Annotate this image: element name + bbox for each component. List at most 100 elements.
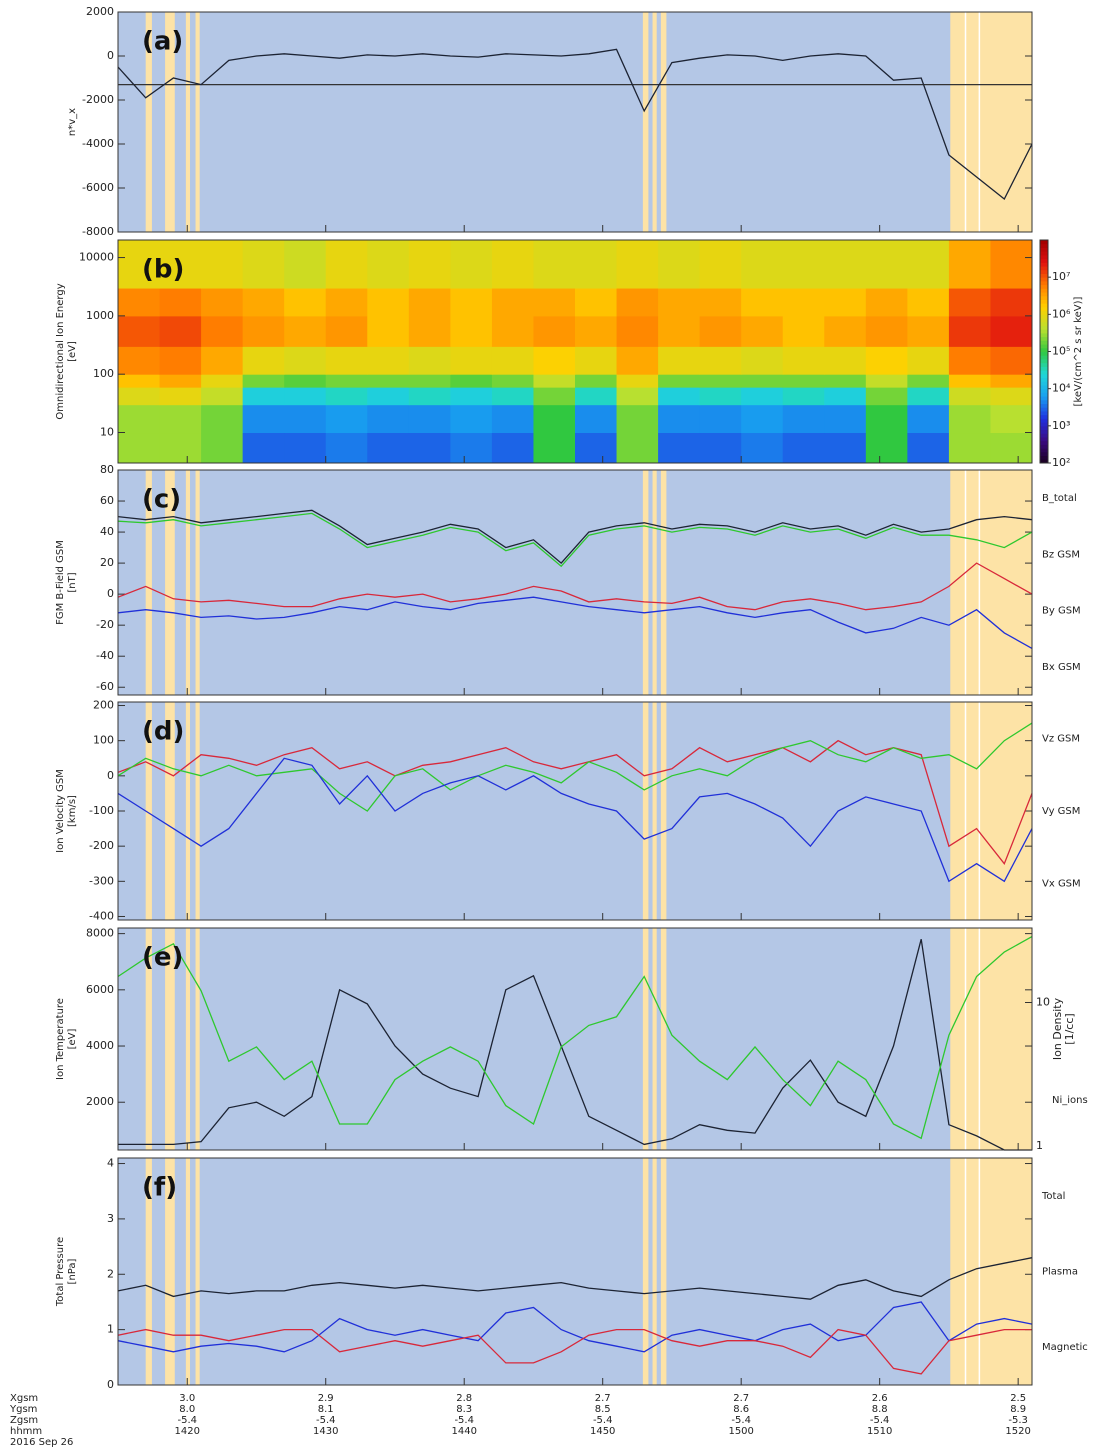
series-line xyxy=(117,562,1033,611)
colorbar-segment xyxy=(1040,310,1048,315)
heatmap-cell xyxy=(575,432,618,464)
colorbar-tick-label: 10³ xyxy=(1052,419,1070,432)
legend-entry: Bx GSM xyxy=(1042,662,1081,673)
heatmap-cell xyxy=(948,315,991,347)
heatmap-cell xyxy=(201,387,244,406)
series-line xyxy=(117,739,1033,865)
panel-background xyxy=(118,702,1032,920)
heatmap-cell xyxy=(616,240,659,289)
heatmap-cell xyxy=(284,346,327,375)
y-tick-label: 60 xyxy=(100,494,114,507)
ephemeris-value: 3.0 xyxy=(179,1393,195,1404)
colorbar-segment xyxy=(1040,451,1048,457)
heatmap-cell xyxy=(242,404,285,434)
heatmap-cell xyxy=(284,404,327,434)
highlight-interval xyxy=(950,1158,1032,1385)
heatmap-cell xyxy=(533,288,576,317)
colorbar-segment xyxy=(1040,407,1048,412)
heatmap-cell xyxy=(159,346,202,375)
heatmap-cell xyxy=(907,315,950,347)
ephemeris-value: 8.1 xyxy=(318,1404,334,1415)
heatmap-cell xyxy=(533,432,576,464)
colorbar-segment xyxy=(1040,422,1048,427)
heatmap-cell xyxy=(284,387,327,406)
heatmap-cell xyxy=(948,288,991,317)
date-label: 2016 Sep 26 xyxy=(10,1437,73,1448)
colorbar-segment xyxy=(1040,392,1048,397)
heatmap-cell xyxy=(325,288,368,317)
heatmap-cell xyxy=(699,315,742,347)
heatmap-cell xyxy=(118,288,161,317)
colorbar-segment xyxy=(1040,362,1048,367)
heatmap-cell xyxy=(242,374,285,388)
y-tick-label: -40 xyxy=(96,649,114,662)
ephemeris-value: 2.7 xyxy=(595,1393,611,1404)
panel-label: (b) xyxy=(142,255,184,285)
heatmap-cell xyxy=(990,346,1033,375)
heatmap-cell xyxy=(533,387,576,406)
y-tick-label: 2 xyxy=(107,1267,114,1280)
heatmap-cell xyxy=(242,387,285,406)
series-line xyxy=(117,1301,1033,1353)
heatmap-cell xyxy=(242,240,285,289)
heatmap-cell xyxy=(782,432,825,464)
series-line xyxy=(117,1257,1033,1300)
colorbar-segment xyxy=(1040,436,1048,442)
heatmap-cell xyxy=(450,288,493,317)
heatmap-cell xyxy=(907,387,950,406)
y-axis-label: [nPa] xyxy=(67,1258,78,1284)
heatmap-cell xyxy=(575,387,618,406)
colorbar-segment xyxy=(1040,336,1048,341)
y-tick-label: -200 xyxy=(89,839,114,852)
heatmap-cell xyxy=(616,432,659,464)
heatmap-cell xyxy=(450,315,493,347)
heatmap-cell xyxy=(824,240,867,289)
heatmap-cell xyxy=(491,346,534,375)
heatmap-cell xyxy=(990,404,1033,434)
y-tick-label: 0 xyxy=(107,49,114,62)
highlight-interval xyxy=(185,1158,191,1385)
panel-background xyxy=(118,12,1032,232)
heatmap-cell xyxy=(865,346,908,375)
heatmap-cell xyxy=(699,346,742,375)
legend-entry: Ni_ions xyxy=(1052,1095,1088,1106)
heatmap-cell xyxy=(907,240,950,289)
heatmap-cell xyxy=(741,374,784,388)
y-axis-label: [eV] xyxy=(67,1029,78,1050)
heatmap-cell xyxy=(367,432,410,464)
colorbar-segment xyxy=(1040,396,1048,401)
heatmap-cell xyxy=(907,346,950,375)
y-tick-label: 4 xyxy=(107,1157,114,1170)
highlight-interval xyxy=(165,928,175,1150)
y-tick-label: -400 xyxy=(89,909,114,922)
heatmap-cell xyxy=(741,432,784,464)
heatmap-cell xyxy=(741,387,784,406)
highlight-interval xyxy=(642,470,649,695)
heatmap-cell xyxy=(118,346,161,375)
heatmap-cell xyxy=(741,288,784,317)
heatmap-cell xyxy=(616,374,659,388)
series-line xyxy=(117,936,1033,1140)
colorbar-segment xyxy=(1040,277,1048,282)
heatmap-cell xyxy=(782,346,825,375)
colorbar-segment xyxy=(1040,280,1048,286)
panel-label: (e) xyxy=(142,943,183,973)
heatmap-cell xyxy=(408,315,451,347)
heatmap-cell xyxy=(284,288,327,317)
highlight-interval xyxy=(652,12,657,232)
heatmap-cell xyxy=(450,387,493,406)
heatmap-cell xyxy=(408,346,451,375)
colorbar-segment xyxy=(1040,332,1048,338)
panel-background xyxy=(118,928,1032,1150)
x-tick-label: 1520 xyxy=(1005,1426,1030,1437)
colorbar-segment xyxy=(1040,444,1048,449)
ephemeris-value: -5.4 xyxy=(177,1415,197,1426)
heatmap-cell xyxy=(408,387,451,406)
colorbar-segment xyxy=(1040,262,1048,267)
heatmap-cell xyxy=(533,374,576,388)
x-tick-label: 1430 xyxy=(313,1426,338,1437)
x-tick-label: 1450 xyxy=(590,1426,615,1437)
heatmap-cell xyxy=(824,387,867,406)
x-tick-label: 1420 xyxy=(175,1426,200,1437)
